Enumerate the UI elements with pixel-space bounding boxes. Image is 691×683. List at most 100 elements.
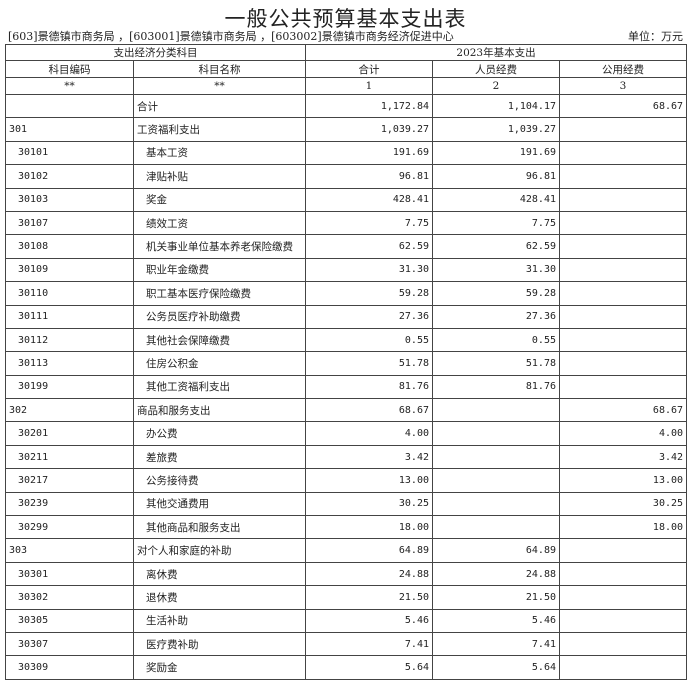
public-cell bbox=[558, 351, 688, 376]
header-code: 科目编码 bbox=[5, 60, 134, 78]
personnel-cell: 1,104.17 bbox=[432, 93, 560, 119]
public-cell bbox=[558, 234, 688, 259]
total-cell: 191.69 bbox=[305, 140, 433, 166]
header-columns-row: 科目编码 科目名称 合计 人员经费 公用经费 bbox=[5, 60, 688, 78]
personnel-cell bbox=[432, 491, 560, 517]
personnel-cell: 5.64 bbox=[432, 655, 560, 680]
personnel-cell: 24.88 bbox=[432, 561, 560, 587]
code-cell: 30239 bbox=[5, 491, 134, 517]
table-row: 30111 公务员医疗补助缴费 27.36 27.36 bbox=[5, 304, 688, 329]
public-cell bbox=[558, 327, 688, 353]
name-cell: 基本工资 bbox=[133, 140, 306, 166]
personnel-cell bbox=[432, 468, 560, 493]
code-cell: 301 bbox=[5, 117, 134, 142]
code-cell: 30110 bbox=[5, 281, 134, 306]
name-cell: 绩效工资 bbox=[133, 210, 306, 236]
personnel-cell bbox=[432, 515, 560, 540]
public-cell bbox=[558, 187, 688, 212]
public-cell bbox=[558, 561, 688, 587]
public-cell: 13.00 bbox=[558, 468, 688, 493]
total-cell: 4.00 bbox=[305, 421, 433, 446]
name-cell: 合计 bbox=[133, 93, 306, 119]
index-personnel: 2 bbox=[432, 77, 560, 95]
header-personnel: 人员经费 bbox=[432, 60, 560, 78]
table-row: 30113 住房公积金 51.78 51.78 bbox=[5, 351, 688, 376]
personnel-cell: 51.78 bbox=[432, 351, 560, 376]
name-cell: 公务员医疗补助缴费 bbox=[133, 304, 306, 329]
units-subtitle: [603]景德镇市商务局 ，[603001]景德镇市商务局 ，[603002]景… bbox=[8, 30, 454, 43]
total-cell: 31.30 bbox=[305, 257, 433, 283]
personnel-cell: 96.81 bbox=[432, 164, 560, 189]
code-cell: 30299 bbox=[5, 515, 134, 540]
personnel-cell: 7.41 bbox=[432, 631, 560, 657]
table-row: 30110 职工基本医疗保险缴费 59.28 59.28 bbox=[5, 281, 688, 306]
personnel-cell: 0.55 bbox=[432, 327, 560, 353]
header-group-right: 2023年基本支出 bbox=[304, 44, 688, 61]
name-cell: 职业年金缴费 bbox=[133, 257, 306, 283]
code-cell: 30301 bbox=[5, 561, 134, 587]
total-cell: 13.00 bbox=[305, 468, 433, 493]
table-row: 30302 退休费 21.50 21.50 bbox=[5, 585, 688, 610]
header-group-left: 支出经济分类科目 bbox=[5, 44, 306, 61]
table-row: 30102 津贴补贴 96.81 96.81 bbox=[5, 164, 688, 189]
name-cell: 其他交通费用 bbox=[133, 491, 306, 517]
personnel-cell: 191.69 bbox=[432, 140, 560, 166]
name-cell: 生活补助 bbox=[133, 608, 306, 633]
public-cell: 30.25 bbox=[558, 491, 688, 517]
total-cell: 51.78 bbox=[305, 351, 433, 376]
table-row: 30107 绩效工资 7.75 7.75 bbox=[5, 210, 688, 236]
total-cell: 62.59 bbox=[305, 234, 433, 259]
table-row: 30201 办公费 4.00 4.00 bbox=[5, 421, 688, 446]
public-cell bbox=[558, 631, 688, 657]
total-cell: 1,039.27 bbox=[305, 117, 433, 142]
personnel-cell bbox=[432, 444, 560, 470]
public-cell bbox=[558, 538, 688, 563]
header-total: 合计 bbox=[305, 60, 433, 78]
code-cell: 30102 bbox=[5, 164, 134, 189]
name-cell: 机关事业单位基本养老保险缴费 bbox=[133, 234, 306, 259]
code-cell: 30103 bbox=[5, 187, 134, 212]
total-cell: 68.67 bbox=[305, 398, 433, 423]
public-cell bbox=[558, 655, 688, 680]
name-cell: 离休费 bbox=[133, 561, 306, 587]
code-cell: 30217 bbox=[5, 468, 134, 493]
personnel-cell bbox=[432, 421, 560, 446]
index-public: 3 bbox=[558, 77, 688, 95]
public-cell: 68.67 bbox=[558, 93, 688, 119]
personnel-cell: 62.59 bbox=[432, 234, 560, 259]
total-cell: 1,172.84 bbox=[305, 93, 433, 119]
name-cell: 医疗费补助 bbox=[133, 631, 306, 657]
index-total: 1 bbox=[305, 77, 433, 95]
name-cell: 退休费 bbox=[133, 585, 306, 610]
code-cell: 30107 bbox=[5, 210, 134, 236]
personnel-cell: 21.50 bbox=[432, 585, 560, 610]
table-row: 30199 其他工资福利支出 81.76 81.76 bbox=[5, 374, 688, 400]
table-row: 303 对个人和家庭的补助 64.89 64.89 bbox=[5, 538, 688, 563]
code-cell: 30111 bbox=[5, 304, 134, 329]
public-cell bbox=[558, 608, 688, 633]
table-row: 30211 差旅费 3.42 3.42 bbox=[5, 444, 688, 470]
total-cell: 5.64 bbox=[305, 655, 433, 680]
table-row: 30309 奖励金 5.64 5.64 bbox=[5, 655, 688, 680]
total-cell: 7.75 bbox=[305, 210, 433, 236]
name-cell: 职工基本医疗保险缴费 bbox=[133, 281, 306, 306]
code-cell: 30302 bbox=[5, 585, 134, 610]
name-cell: 奖金 bbox=[133, 187, 306, 212]
code-cell: 303 bbox=[5, 538, 134, 563]
name-cell: 住房公积金 bbox=[133, 351, 306, 376]
public-cell bbox=[558, 164, 688, 189]
personnel-cell: 81.76 bbox=[432, 374, 560, 400]
personnel-cell: 428.41 bbox=[432, 187, 560, 212]
header-index-row: ** ** 1 2 3 bbox=[5, 77, 688, 95]
public-cell bbox=[558, 210, 688, 236]
index-name: ** bbox=[133, 77, 306, 95]
table-row: 30305 生活补助 5.46 5.46 bbox=[5, 608, 688, 633]
personnel-cell: 7.75 bbox=[432, 210, 560, 236]
total-cell: 27.36 bbox=[305, 304, 433, 329]
public-cell bbox=[558, 281, 688, 306]
table-row: 30307 医疗费补助 7.41 7.41 bbox=[5, 631, 688, 657]
total-cell: 0.55 bbox=[305, 327, 433, 353]
table-row: 30239 其他交通费用 30.25 30.25 bbox=[5, 491, 688, 517]
page-title: 一般公共预算基本支出表 bbox=[224, 7, 467, 31]
code-cell: 30305 bbox=[5, 608, 134, 633]
